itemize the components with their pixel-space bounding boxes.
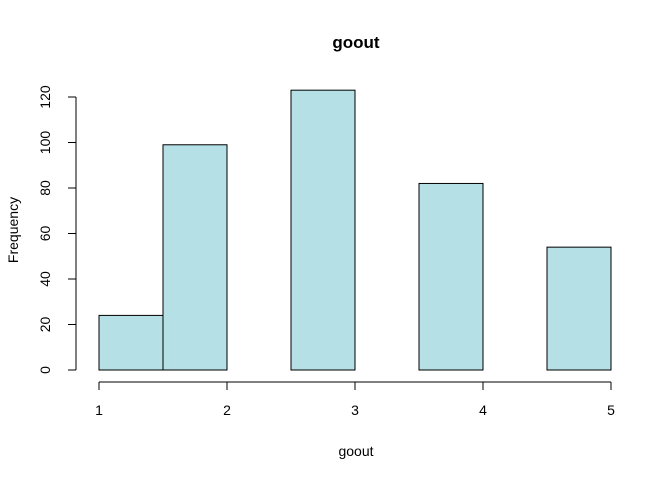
x-tick-label: 5 [607,402,615,418]
y-axis: 0 20 40 60 80 100 120 [37,85,77,374]
y-tick-label: 100 [37,131,53,155]
histogram-bar-0 [98,314,164,371]
x-axis: 1 2 3 4 5 [95,381,615,418]
x-tick-label: 3 [351,402,359,418]
histogram-bar-5 [418,182,484,371]
x-tick-label: 1 [95,402,103,418]
histogram-bar-1 [162,144,228,371]
x-tick-label: 4 [479,402,487,418]
chart-title: goout [332,33,380,52]
y-tick-label: 0 [37,366,53,374]
y-tick-label: 80 [37,180,53,196]
histogram-bar-7 [546,246,612,371]
y-tick-label: 20 [37,317,53,333]
x-axis-label: goout [338,443,373,459]
y-tick-label: 40 [37,271,53,287]
histogram-bar-3 [290,89,356,371]
y-tick-label: 60 [37,226,53,242]
y-axis-label: Frequency [5,197,21,263]
y-tick-label: 120 [37,85,53,109]
bars-group [98,89,612,371]
x-tick-label: 2 [223,402,231,418]
